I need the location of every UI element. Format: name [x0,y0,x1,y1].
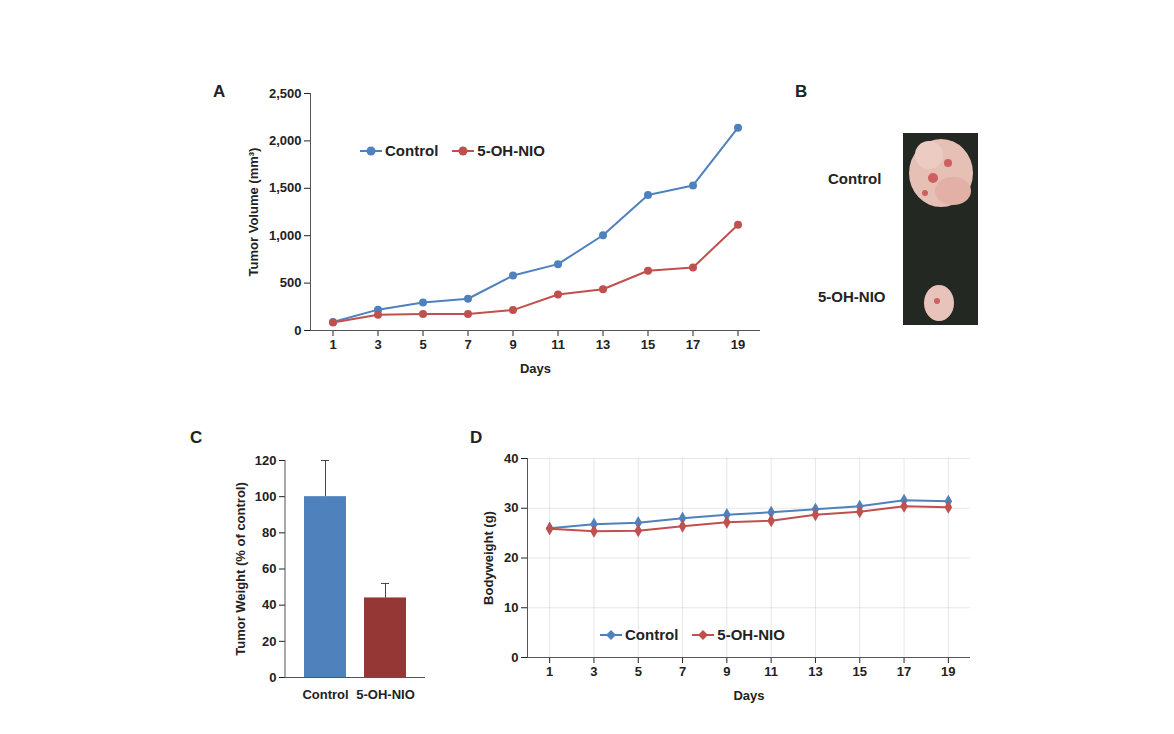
svg-text:7: 7 [464,337,471,352]
svg-text:1: 1 [546,664,553,679]
html-text:Control: Control [625,626,679,643]
svg-text:9: 9 [509,337,516,352]
svg-text:Tumor Weight (% of control): Tumor Weight (% of control) [233,482,248,656]
svg-text:0: 0 [294,323,301,338]
svg-text:40: 40 [504,451,518,466]
svg-text:2,500: 2,500 [269,86,302,101]
html-text:5-OH-NIO: 5-OH-NIO [818,288,886,305]
svg-text:0: 0 [269,670,276,685]
svg-text:15: 15 [641,337,655,352]
svg-text:13: 13 [808,664,822,679]
svg-text:1,000: 1,000 [269,228,302,243]
svg-text:17: 17 [897,664,911,679]
svg-text:Bodyweight (g): Bodyweight (g) [481,511,496,605]
svg-text:10: 10 [504,600,518,615]
svg-text:3: 3 [590,664,597,679]
svg-text:2,000: 2,000 [269,133,302,148]
svg-text:19: 19 [731,337,745,352]
svg-text:120: 120 [255,453,277,468]
html-text:Control: Control [828,170,882,187]
svg-text:3: 3 [374,337,381,352]
svg-text:15: 15 [853,664,867,679]
svg-text:20: 20 [504,550,518,565]
svg-text:30: 30 [504,500,518,515]
svg-text:0: 0 [511,650,518,665]
svg-text:500: 500 [280,275,302,290]
html-text:C: C [190,428,203,447]
svg-text:20: 20 [262,633,276,648]
svg-text:1: 1 [329,337,336,352]
svg-text:11: 11 [551,337,565,352]
html-text:B: B [795,82,808,101]
svg-text:5: 5 [635,664,642,679]
html-text:5-OH-NIO: 5-OH-NIO [717,626,785,643]
svg-text:13: 13 [596,337,610,352]
svg-text:60: 60 [262,561,276,576]
html-text:A: A [213,82,226,101]
svg-text:5-OH-NIO: 5-OH-NIO [356,687,415,702]
svg-text:Days: Days [520,361,551,376]
html-text:Control: Control [385,142,439,159]
html-text:5-OH-NIO: 5-OH-NIO [477,142,545,159]
svg-text:40: 40 [262,597,276,612]
svg-text:Control: Control [302,687,348,702]
svg-text:Tumor Volume (mm³): Tumor Volume (mm³) [246,148,261,277]
svg-text:5: 5 [419,337,426,352]
svg-text:11: 11 [764,664,778,679]
svg-text:7: 7 [679,664,686,679]
svg-text:9: 9 [723,664,730,679]
svg-text:17: 17 [686,337,700,352]
svg-text:Days: Days [733,688,764,703]
svg-text:19: 19 [941,664,955,679]
svg-text:100: 100 [255,489,277,504]
html-text:D: D [470,428,483,447]
svg-text:80: 80 [262,525,276,540]
svg-text:1,500: 1,500 [269,180,302,195]
